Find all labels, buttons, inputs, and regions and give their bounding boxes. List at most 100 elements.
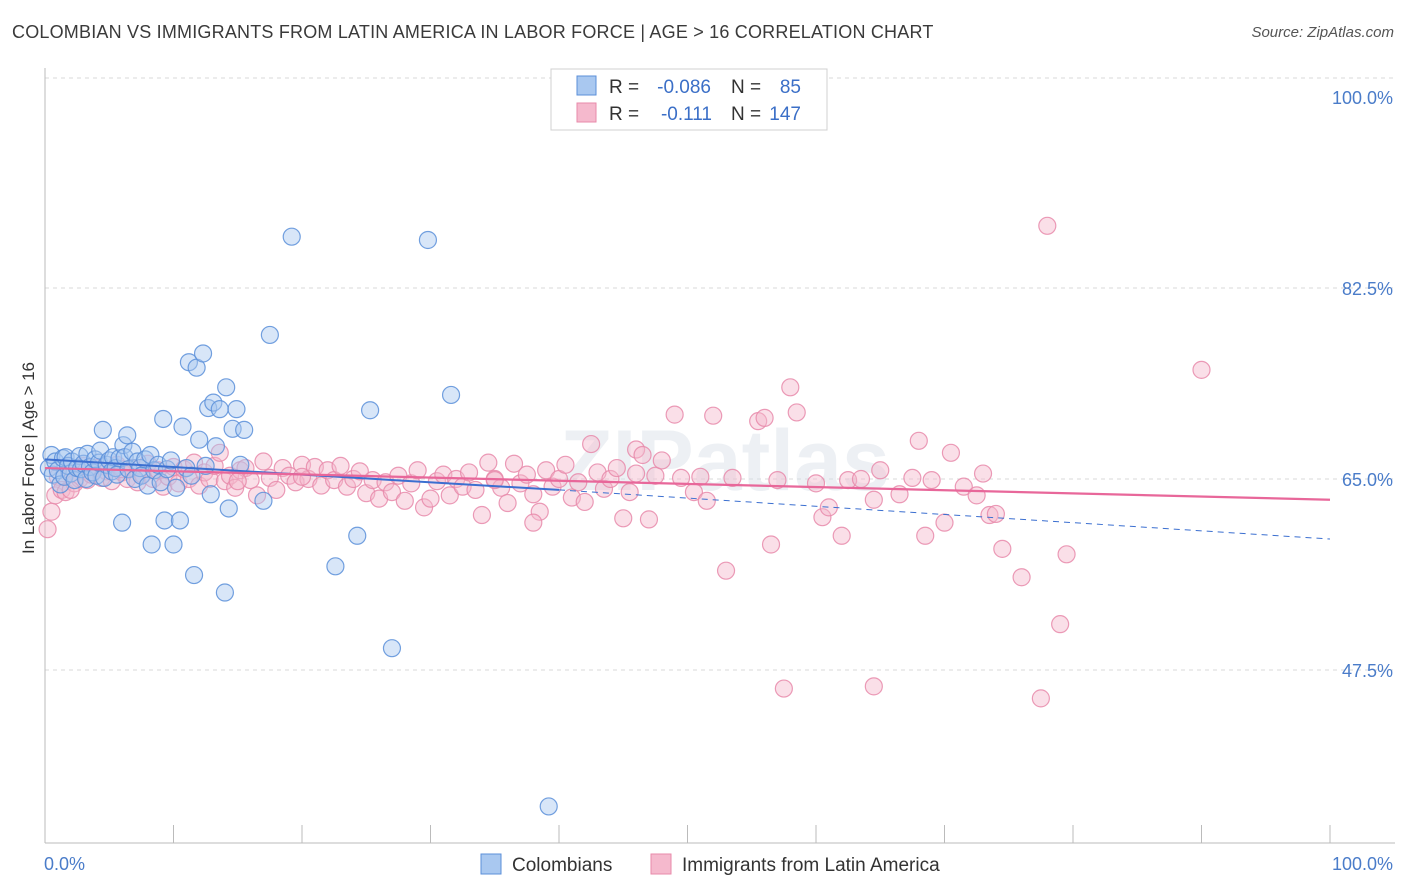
immigrants-point [993, 539, 1012, 558]
immigrants-point [633, 445, 652, 465]
immigrants-point [382, 482, 402, 502]
immigrants-point [228, 472, 247, 491]
legend-blue-n-value: 85 [780, 77, 801, 98]
colombians-point [215, 583, 234, 602]
immigrants-point [626, 464, 646, 483]
colombians-point [164, 535, 183, 554]
colombians-point [217, 378, 236, 397]
colombians-point [441, 385, 461, 405]
immigrants-point [1051, 615, 1070, 634]
immigrants-point [402, 474, 421, 493]
colombians-point [227, 400, 246, 419]
immigrants-point [864, 490, 883, 509]
immigrants-point [941, 443, 961, 462]
immigrants-point [973, 464, 993, 483]
immigrants-point [716, 561, 736, 580]
immigrants-point [781, 378, 800, 397]
colombians-point [539, 797, 558, 816]
colombians-point [184, 565, 204, 585]
legend-pink-r-label: R = [609, 104, 639, 125]
colombians-point [235, 420, 254, 439]
immigrants-point [504, 454, 524, 473]
immigrants-point [575, 492, 594, 512]
colombians-point [260, 325, 279, 345]
colombians-point [210, 400, 229, 419]
legend-blue-r-value: -0.086 [657, 77, 711, 98]
immigrants-point [697, 491, 716, 510]
legend-pink-r-value: -0.111 [661, 104, 712, 125]
immigrants-point [704, 406, 723, 425]
immigrants-point [179, 469, 199, 489]
immigrants-point [916, 526, 935, 545]
colombians-point [361, 401, 380, 420]
bottom-legend-blue-swatch [480, 853, 502, 875]
immigrants-point [472, 505, 491, 525]
immigrants-point [421, 489, 440, 508]
immigrants-point [459, 463, 479, 482]
colombians-point [142, 535, 161, 554]
immigrants-point [761, 535, 781, 554]
colombians-point [219, 499, 238, 518]
y-tick-label: 82.5% [1342, 279, 1393, 299]
immigrants-points [38, 216, 1211, 708]
colombians-trend-extension [558, 489, 1331, 540]
colombians-point [161, 451, 181, 470]
colombians-point [190, 430, 209, 449]
immigrants-point [254, 452, 273, 471]
immigrants-point [935, 513, 954, 532]
colombians-point [206, 437, 226, 456]
legend-blue-r-label: R = [609, 77, 639, 98]
colombians-point [382, 639, 402, 658]
colombians-point [112, 513, 132, 532]
immigrants-point [395, 491, 414, 510]
immigrants-point [280, 466, 299, 485]
immigrants-point [331, 456, 350, 476]
immigrants-point [38, 520, 57, 539]
immigrants-point [768, 470, 787, 490]
colombians-point [254, 491, 273, 510]
top-legend: R = -0.086 N = 85 R = -0.111 N = 147 [550, 68, 828, 131]
immigrants-point [909, 431, 928, 450]
immigrants-point [691, 467, 710, 486]
colombians-point [118, 426, 137, 445]
colombians-point [173, 417, 192, 436]
immigrants-point [267, 480, 286, 500]
x-tick-label-start: 0.0% [44, 854, 85, 874]
immigrants-point [723, 468, 742, 488]
immigrants-point [498, 493, 517, 513]
y-axis-label: In Labor Force | Age > 16 [19, 362, 38, 554]
immigrants-point [1038, 216, 1057, 235]
immigrants-point [1031, 689, 1050, 708]
immigrants-point [922, 470, 941, 490]
colombians-point [204, 393, 223, 412]
colombians-point [155, 511, 174, 530]
immigrants-point [543, 477, 562, 496]
chart-source: Source: ZipAtlas.com [1251, 24, 1394, 41]
bottom-legend: Colombians Immigrants from Latin America [480, 853, 940, 876]
immigrants-point [524, 485, 543, 504]
immigrants-point [774, 679, 793, 698]
immigrants-point [1012, 568, 1031, 587]
immigrants-point [582, 434, 601, 454]
immigrants-point [864, 677, 883, 696]
immigrants-point [980, 505, 999, 525]
immigrants-point [61, 480, 80, 500]
immigrants-point [806, 474, 826, 493]
immigrants-point [537, 461, 556, 480]
colombians-point [348, 526, 367, 545]
bottom-legend-pink-label: Immigrants from Latin America [682, 855, 940, 876]
legend-pink-n-value: 147 [769, 104, 801, 125]
legend-blue-swatch [576, 75, 597, 96]
y-tick-label: 100.0% [1332, 88, 1393, 108]
colombians-point [418, 230, 438, 250]
chart-title: COLOMBIAN VS IMMIGRANTS FROM LATIN AMERI… [12, 22, 934, 42]
immigrants-point [42, 502, 61, 521]
colombians-point [166, 478, 186, 497]
x-tick-label-end: 100.0% [1332, 854, 1393, 874]
legend-pink-n-label: N = [731, 104, 761, 125]
immigrants-point [524, 513, 543, 532]
immigrants-point [967, 486, 986, 505]
axes [44, 68, 1395, 844]
immigrants-point [832, 526, 851, 545]
